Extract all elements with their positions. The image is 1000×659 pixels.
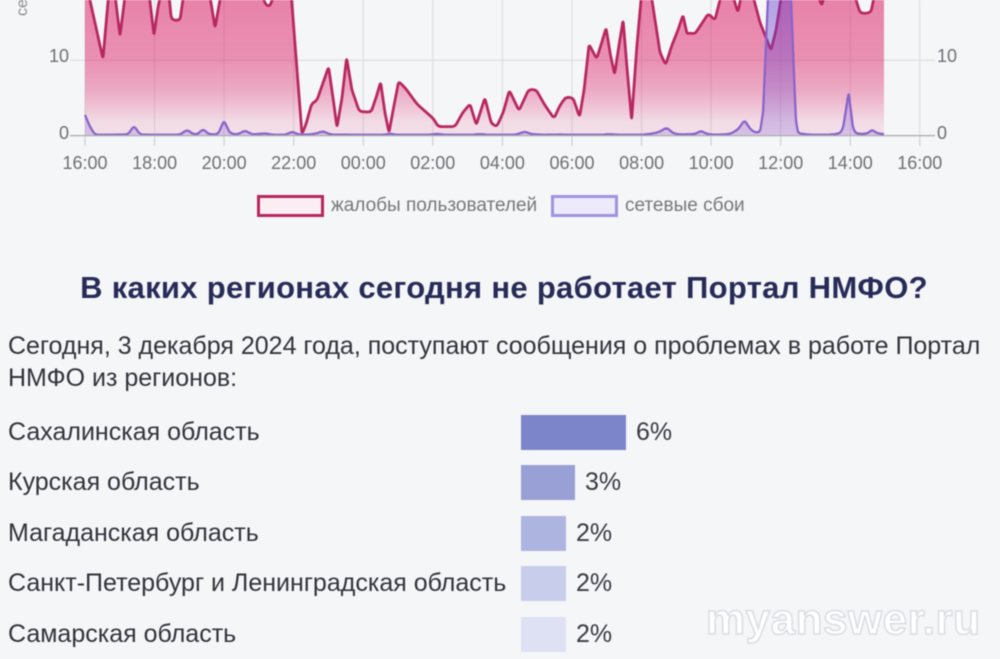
- svg-text:20:00: 20:00: [202, 153, 247, 173]
- svg-text:00:00: 00:00: [341, 153, 386, 173]
- svg-text:0: 0: [937, 123, 947, 143]
- svg-text:0: 0: [59, 123, 69, 143]
- svg-text:08:00: 08:00: [619, 153, 664, 173]
- svg-text:10:00: 10:00: [689, 153, 734, 173]
- svg-text:14:00: 14:00: [828, 153, 873, 173]
- svg-text:се: се: [14, 0, 31, 16]
- svg-text:04:00: 04:00: [480, 153, 525, 173]
- svg-text:16:00: 16:00: [897, 153, 942, 173]
- svg-text:22:00: 22:00: [271, 153, 316, 173]
- svg-text:06:00: 06:00: [549, 153, 594, 173]
- svg-text:18:00: 18:00: [132, 153, 177, 173]
- svg-text:12:00: 12:00: [758, 153, 803, 173]
- svg-text:10: 10: [937, 46, 957, 66]
- svg-text:16:00: 16:00: [62, 153, 107, 173]
- svg-text:02:00: 02:00: [410, 153, 455, 173]
- svg-text:10: 10: [49, 46, 69, 66]
